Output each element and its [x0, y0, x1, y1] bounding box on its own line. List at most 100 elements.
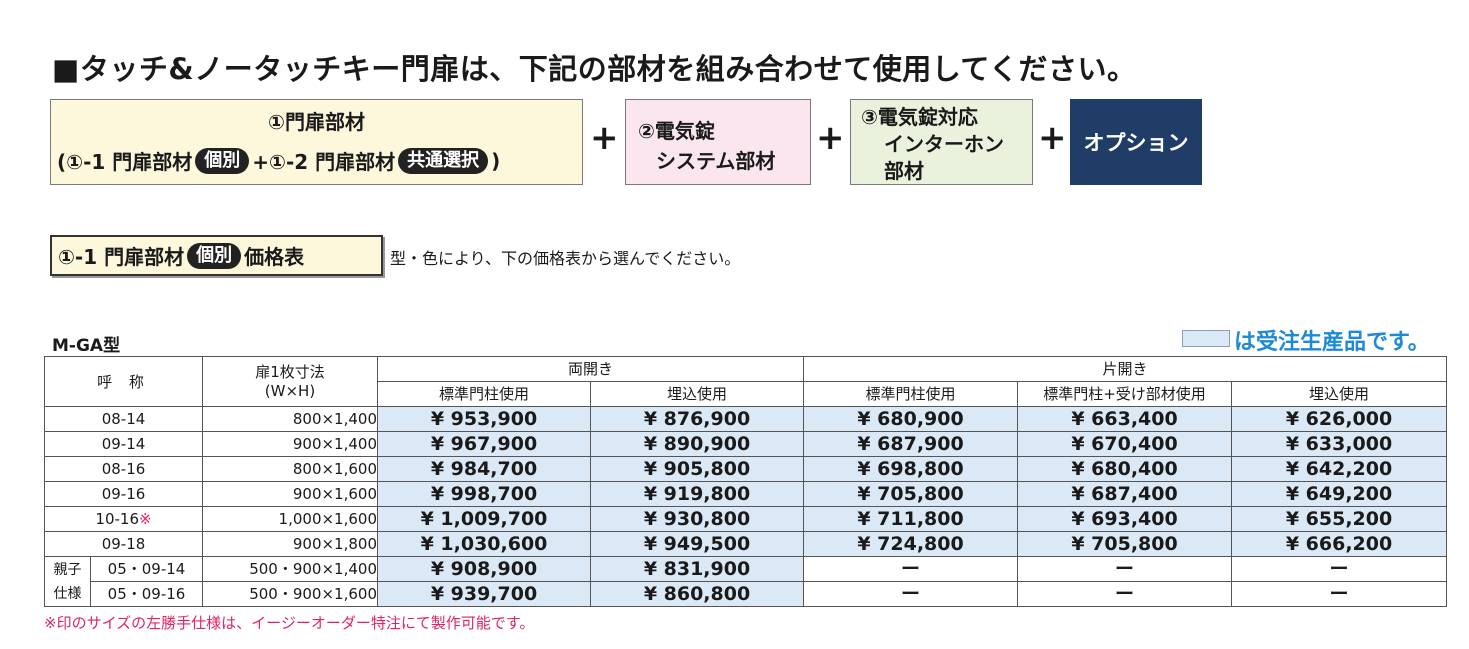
header-name: 呼 称	[44, 356, 203, 407]
price-double-embedded: ¥ 905,800	[589, 456, 805, 482]
row-size: 800×1,400	[202, 406, 378, 432]
price-single-receiver: ¥ 687,400	[1017, 481, 1233, 507]
footnote: ※印のサイズの左勝手仕様は、イージーオーダー特注にて製作可能です。	[44, 614, 535, 632]
price-double-embedded: ¥ 831,900	[589, 556, 805, 582]
table-row: 08-14 800×1,400 ¥ 953,900 ¥ 876,900 ¥ 68…	[44, 406, 1448, 432]
row-size: 900×1,600	[202, 481, 378, 507]
part3-line3: 部材	[884, 159, 924, 183]
row-name: 08-16	[44, 456, 203, 482]
page-headline: ■タッチ&ノータッチキー門扉は、下記の部材を組み合わせて使用してください。	[52, 52, 1137, 86]
price-single-std: ¥ 680,900	[803, 406, 1019, 432]
section-title: ①-1 門扉部材 個別 価格表	[50, 235, 383, 276]
price-single-embedded: ¥ 626,000	[1231, 406, 1448, 432]
price-double-std: ¥ 953,900	[377, 406, 591, 432]
price-table: 呼 称 扉1枚寸法 (W×H) 両開き 片開き 標準門柱使用 埋込使用 標準門柱…	[44, 356, 1448, 607]
part1-pill-common: 共通選択	[398, 147, 489, 174]
row-size: 800×1,600	[202, 456, 378, 482]
price-double-embedded: ¥ 890,900	[589, 431, 805, 457]
header-single-std: 標準門柱使用	[803, 381, 1019, 407]
option-box: オプション	[1070, 99, 1202, 185]
section-title-pre: ①-1 門扉部材	[58, 245, 185, 269]
price-single-embedded: ¥ 649,200	[1231, 481, 1448, 507]
row-name: 08-14	[44, 406, 203, 432]
price-single-std: ¥ 705,800	[803, 481, 1019, 507]
part2-line1: ②電気錠	[638, 119, 715, 143]
part1-mid: +①-2 門扉部材	[252, 150, 396, 174]
part1-title: ①門扉部材	[268, 110, 365, 134]
plus-sign-3: +	[1038, 118, 1067, 158]
row-size: 900×1,400	[202, 431, 378, 457]
row-size: 1,000×1,600	[202, 506, 378, 532]
price-single-embedded: ¥ 642,200	[1231, 456, 1448, 482]
group-label-line2: 仕様	[53, 585, 82, 602]
price-single-receiver: ¥ 663,400	[1017, 406, 1233, 432]
part1-detail: (①-1 門扉部材 個別 +①-2 門扉部材 共通選択 )	[57, 146, 500, 175]
price-single-std: ¥ 698,800	[803, 456, 1019, 482]
price-double-std: ¥ 908,900	[377, 556, 591, 582]
price-single-embedded: ¥ 633,000	[1231, 431, 1448, 457]
table-row: 親子 仕様 05・09-14 500・900×1,400 ¥ 908,900 ¥…	[44, 556, 1448, 607]
price-single-receiver: ー	[1017, 556, 1233, 582]
section-title-post: 価格表	[244, 245, 305, 269]
plus-sign-2: +	[816, 118, 845, 158]
row-name: 10-16※	[44, 506, 203, 532]
part2-line2: システム部材	[656, 149, 776, 173]
table-row: 05・09-16 500・900×1,600 ¥ 939,700 ¥ 860,8…	[45, 581, 1448, 607]
section-note: 型・色により、下の価格表から選んでください。	[390, 249, 741, 268]
part1-open: (①-1 門扉部材	[57, 150, 193, 174]
model-name: M-GA型	[52, 336, 121, 356]
price-double-embedded: ¥ 919,800	[589, 481, 805, 507]
price-double-std: ¥ 998,700	[377, 481, 591, 507]
price-double-std: ¥ 939,700	[377, 581, 591, 607]
price-single-receiver: ー	[1017, 581, 1233, 607]
row-size: 500・900×1,400	[202, 556, 378, 582]
row-name: 09-14	[44, 431, 203, 457]
table-row: 09-18 900×1,800 ¥ 1,030,600 ¥ 949,500 ¥ …	[44, 531, 1448, 557]
section-title-pill: 個別	[187, 242, 242, 269]
price-single-std: ー	[803, 556, 1019, 582]
price-double-embedded: ¥ 949,500	[589, 531, 805, 557]
price-single-embedded: ー	[1231, 581, 1448, 607]
price-single-std: ー	[803, 581, 1019, 607]
row-mark: ※	[139, 510, 152, 528]
part3-box: ③電気錠対応 インターホン 部材	[850, 99, 1033, 185]
part3-line2: インターホン	[884, 132, 1004, 156]
table-row: 09-14 900×1,400 ¥ 967,900 ¥ 890,900 ¥ 68…	[44, 431, 1448, 457]
header-size: 扉1枚寸法 (W×H)	[202, 356, 378, 407]
price-single-receiver: ¥ 705,800	[1017, 531, 1233, 557]
price-double-embedded: ¥ 930,800	[589, 506, 805, 532]
price-single-receiver: ¥ 670,400	[1017, 431, 1233, 457]
table-row: 09-16 900×1,600 ¥ 998,700 ¥ 919,800 ¥ 70…	[44, 481, 1448, 507]
header-single-embedded: 埋込使用	[1231, 381, 1448, 407]
row-size: 500・900×1,600	[202, 581, 378, 607]
price-single-embedded: ー	[1231, 556, 1448, 582]
row-name-text: 10-16	[95, 510, 139, 528]
part2-box: ②電気錠 システム部材	[625, 99, 811, 185]
plus-sign-1: +	[590, 118, 619, 158]
price-single-receiver: ¥ 680,400	[1017, 456, 1233, 482]
price-single-receiver: ¥ 693,400	[1017, 506, 1233, 532]
price-double-embedded: ¥ 876,900	[589, 406, 805, 432]
price-double-std: ¥ 984,700	[377, 456, 591, 482]
price-double-std: ¥ 1,009,700	[377, 506, 591, 532]
row-name: 05・09-16	[90, 581, 203, 607]
price-single-embedded: ¥ 655,200	[1231, 506, 1448, 532]
legend-text: は受注生産品です。	[1234, 330, 1430, 355]
part3-line1: ③電気錠対応	[861, 105, 978, 129]
group-label: 親子 仕様	[44, 556, 91, 607]
legend-swatch	[1182, 330, 1230, 347]
price-double-embedded: ¥ 860,800	[589, 581, 805, 607]
header-single: 片開き	[803, 356, 1448, 382]
header-double: 両開き	[376, 356, 805, 382]
price-single-std: ¥ 724,800	[803, 531, 1019, 557]
table-row: 08-16 800×1,600 ¥ 984,700 ¥ 905,800 ¥ 69…	[44, 456, 1448, 482]
row-size: 900×1,800	[202, 531, 378, 557]
header-double-std: 標準門柱使用	[377, 381, 591, 407]
price-double-std: ¥ 1,030,600	[377, 531, 591, 557]
row-name: 09-18	[44, 531, 203, 557]
price-single-embedded: ¥ 666,200	[1231, 531, 1448, 557]
header-double-embedded: 埋込使用	[589, 381, 805, 407]
header-single-receiver: 標準門柱+受け部材使用	[1017, 381, 1233, 407]
part1-close: )	[491, 148, 501, 173]
part1-box: ①門扉部材 (①-1 門扉部材 個別 +①-2 門扉部材 共通選択 )	[50, 99, 583, 185]
